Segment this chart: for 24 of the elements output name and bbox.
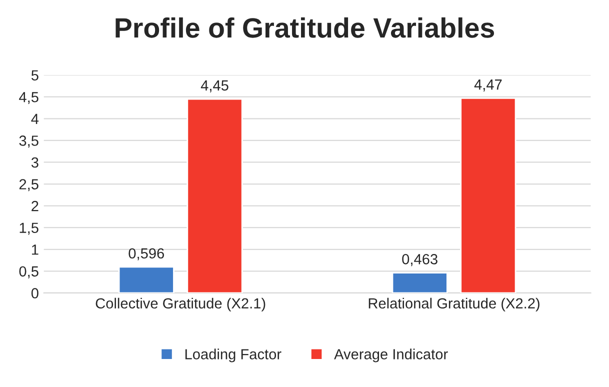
y-tick-label: 3 [31,157,38,168]
y-tick-label: 1,5 [20,222,38,235]
bar [392,272,448,293]
y-tick-label: 2,5 [19,179,38,192]
y-tick-label: 1 [32,244,38,255]
y-tick-label: 4 [31,114,39,124]
bar [118,266,174,293]
x-tick-label: Relational Gratitude (X2.2) [368,298,540,312]
data-label: 4,45 [200,80,228,92]
y-tick-label: 0 [31,288,38,298]
data-label: 0,463 [402,254,438,266]
y-tick-label: 3,5 [19,136,38,148]
y-tick-label: 5 [31,70,38,81]
y-tick-label: 0,5 [19,266,38,278]
x-tick-label: Collective Gratitude (X2.1) [96,298,266,312]
y-tick-label: 2 [32,200,38,212]
y-tick-label: 4,5 [19,92,38,104]
data-label: 0,596 [128,248,164,260]
legend-label: Average Indicator [334,348,448,362]
data-label: 4,47 [474,80,502,92]
bar [186,98,243,293]
chart-title: Profile of Gratitude Variables [116,17,494,38]
legend-label: Loading Factor [185,348,282,362]
bar [460,97,516,293]
